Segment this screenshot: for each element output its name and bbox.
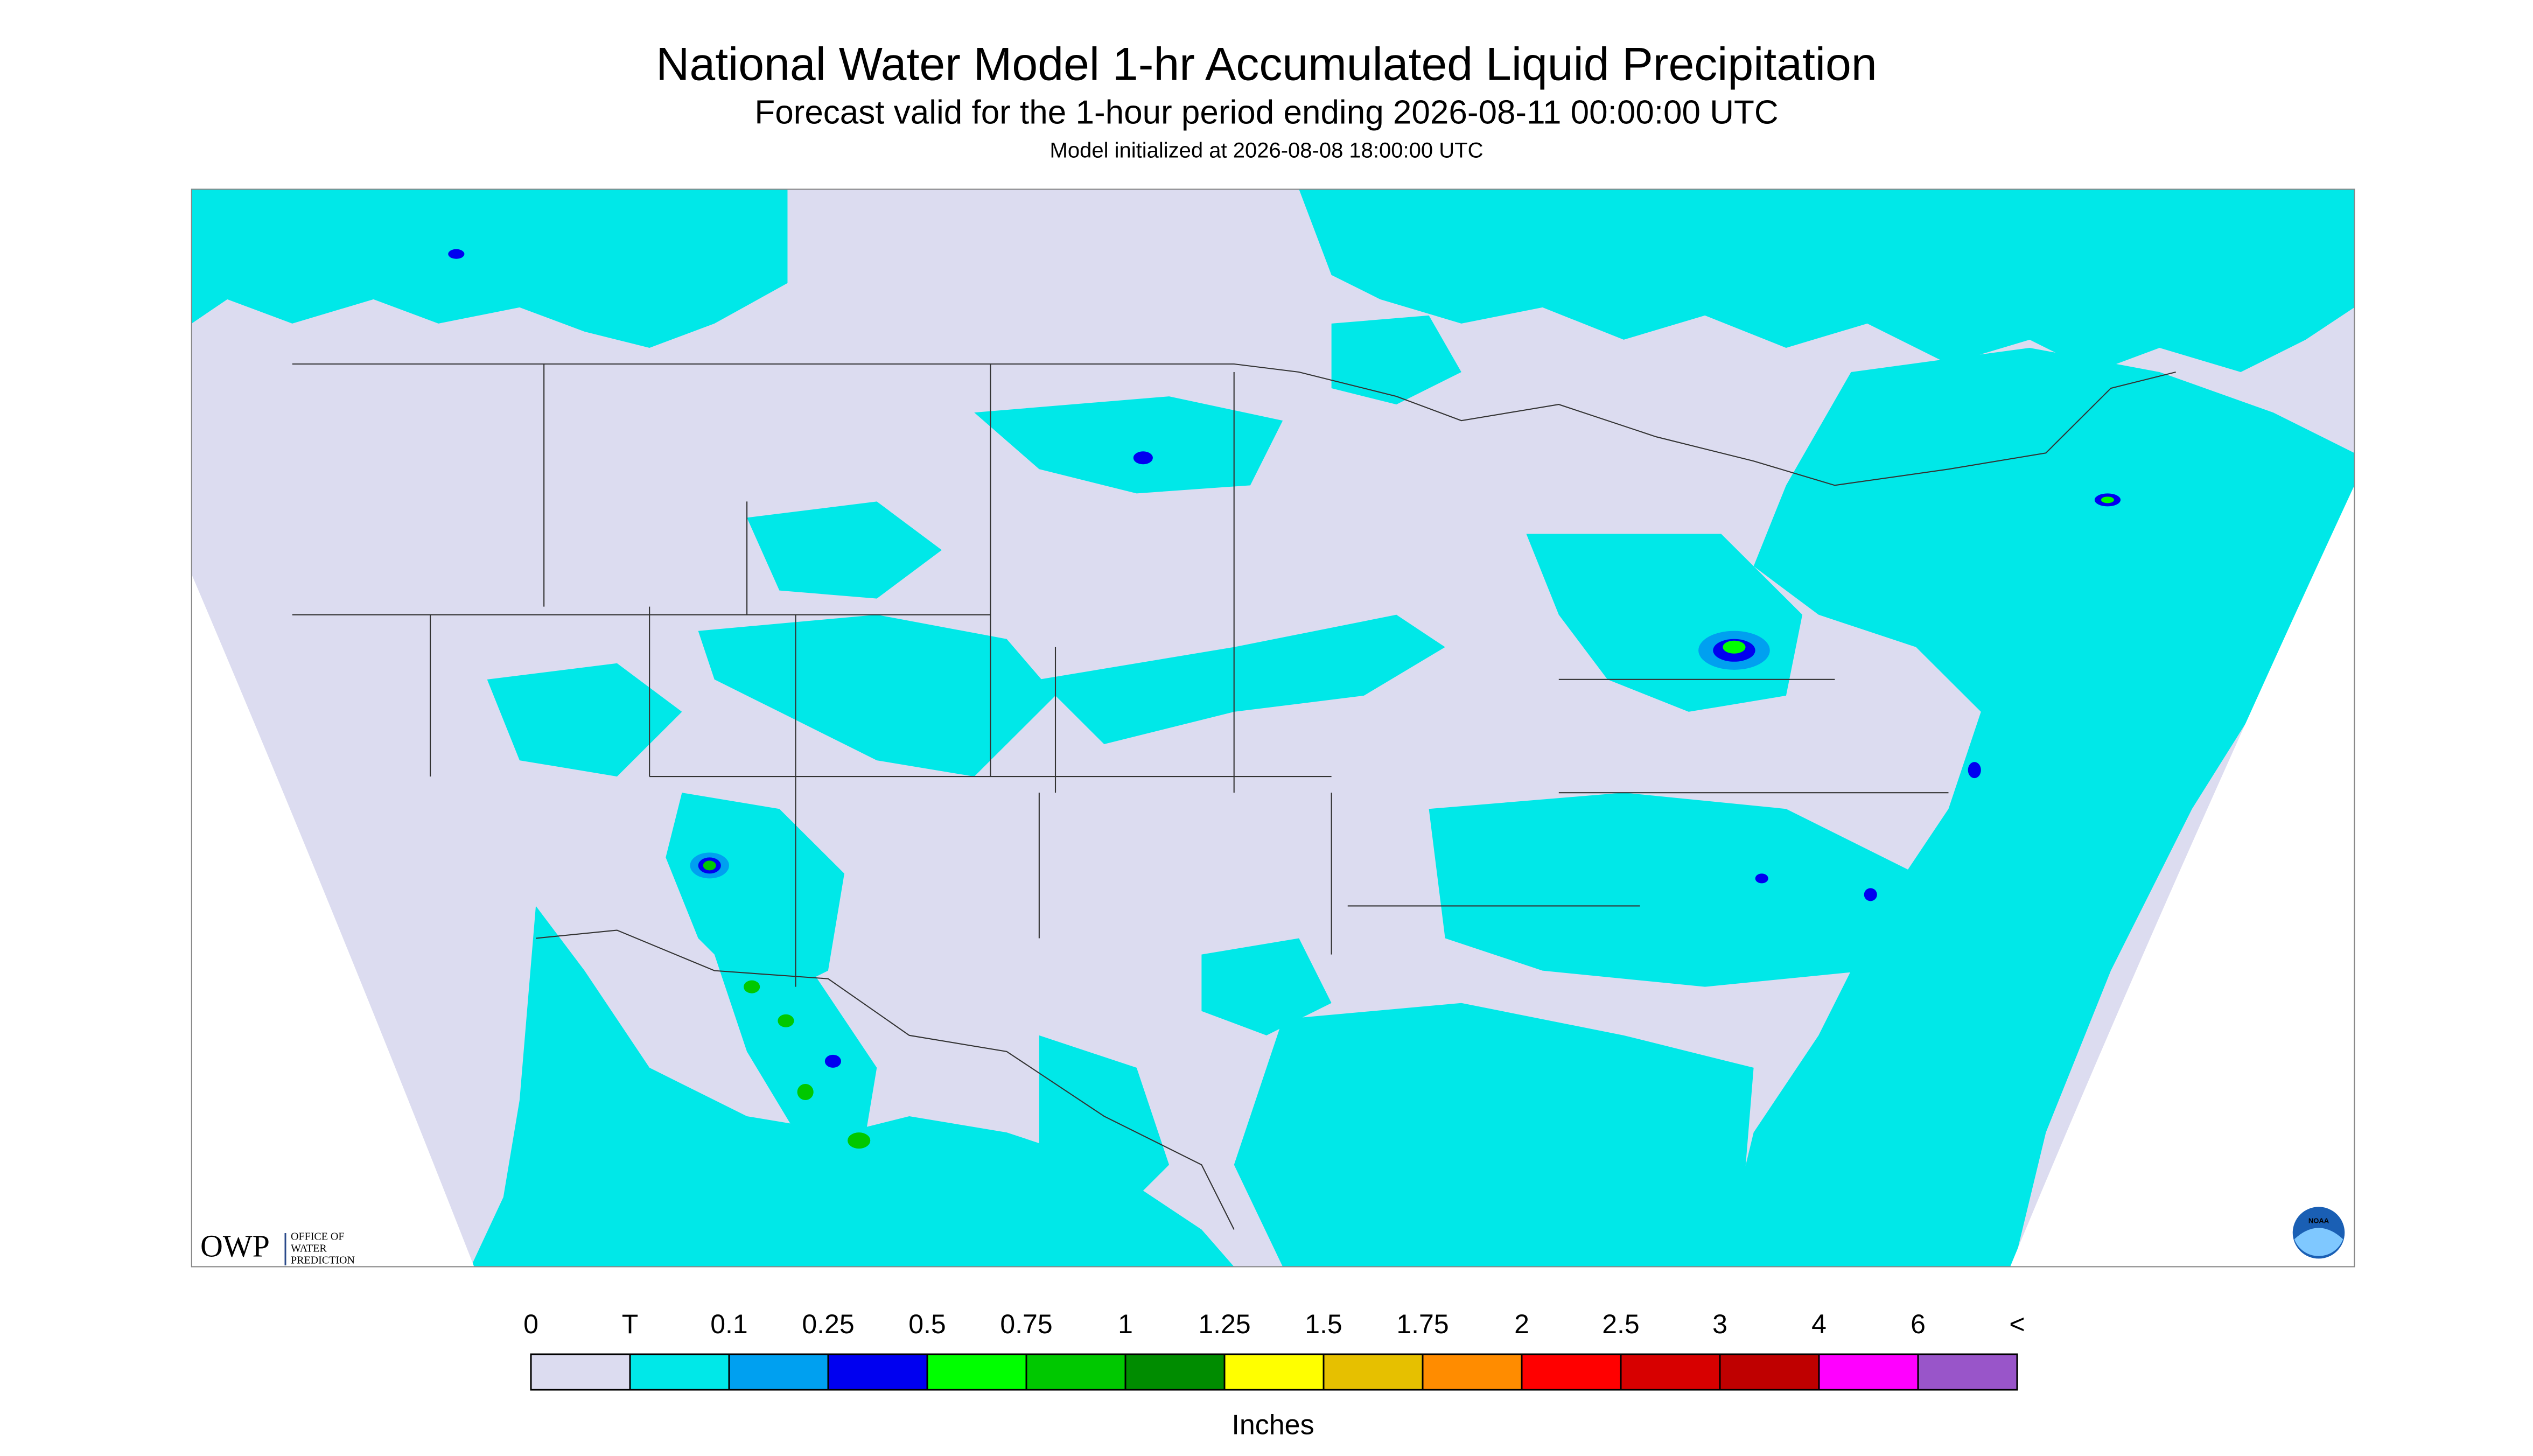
map-frame <box>191 188 2355 1268</box>
precip-trace <box>191 189 2355 1267</box>
init-time: Model initialized at 2026-08-08 18:00:00… <box>1050 139 1484 163</box>
legend-swatch <box>1818 1353 1919 1391</box>
legend-swatch <box>1719 1353 1820 1391</box>
legend-label: T <box>622 1309 639 1339</box>
legend-label: 0.25 <box>802 1309 854 1339</box>
legend-label: 1.75 <box>1396 1309 1449 1339</box>
legend-label: 0.75 <box>1000 1309 1052 1339</box>
precip-heavy <box>448 249 2121 1149</box>
legend-label: 0.1 <box>710 1309 748 1339</box>
legend-swatch <box>629 1353 730 1391</box>
legend-swatch <box>1521 1353 1622 1391</box>
legend-label: 6 <box>1911 1309 1926 1339</box>
legend-label: 2 <box>1514 1309 1529 1339</box>
legend-swatch <box>1223 1353 1325 1391</box>
legend-swatch <box>1422 1353 1523 1391</box>
owp-subtitle-line: PREDICTION <box>291 1255 355 1266</box>
legend-swatch <box>827 1353 928 1391</box>
owp-logo: OWP <box>200 1228 270 1263</box>
legend-swatch <box>1620 1353 1721 1391</box>
legend-label: 4 <box>1811 1309 1827 1339</box>
legend-label: 3 <box>1712 1309 1727 1339</box>
legend-swatch <box>1917 1353 2018 1391</box>
map <box>191 188 2355 1268</box>
legend-label: 1.25 <box>1198 1309 1250 1339</box>
legend-swatch <box>1323 1353 1424 1391</box>
legend-swatch <box>1025 1353 1126 1391</box>
legend-label: 0 <box>523 1309 538 1339</box>
outside-projection <box>191 574 474 1267</box>
legend-label: 2.5 <box>1602 1309 1640 1339</box>
boundaries <box>292 363 2176 1230</box>
noaa-label: NOAA <box>2308 1216 2329 1224</box>
legend: 0 T 0.1 0.25 0.5 0.75 1 1.25 1.5 1.75 2 2.5 3 4 6 < <box>523 1309 2025 1391</box>
legend-label: 0.5 <box>908 1309 946 1339</box>
legend-label: < <box>2009 1309 2025 1339</box>
legend-swatch <box>926 1353 1027 1391</box>
legend-unit: Inches <box>1231 1410 1314 1441</box>
legend-swatch <box>530 1353 631 1391</box>
legend-label: 1 <box>1118 1309 1133 1339</box>
noaa-logo-wave <box>2294 1228 2343 1256</box>
owp-subtitle-line: WATER <box>291 1243 327 1255</box>
subtitle: Forecast valid for the 1-hour period end… <box>754 94 1778 131</box>
outside-projection <box>2010 485 2355 1267</box>
legend-swatch <box>728 1353 829 1391</box>
legend-swatch <box>1124 1353 1226 1391</box>
title: National Water Model 1-hr Accumulated Li… <box>656 39 1877 90</box>
owp-subtitle-line: OFFICE OF <box>291 1231 344 1243</box>
legend-label: 1.5 <box>1305 1309 1342 1339</box>
